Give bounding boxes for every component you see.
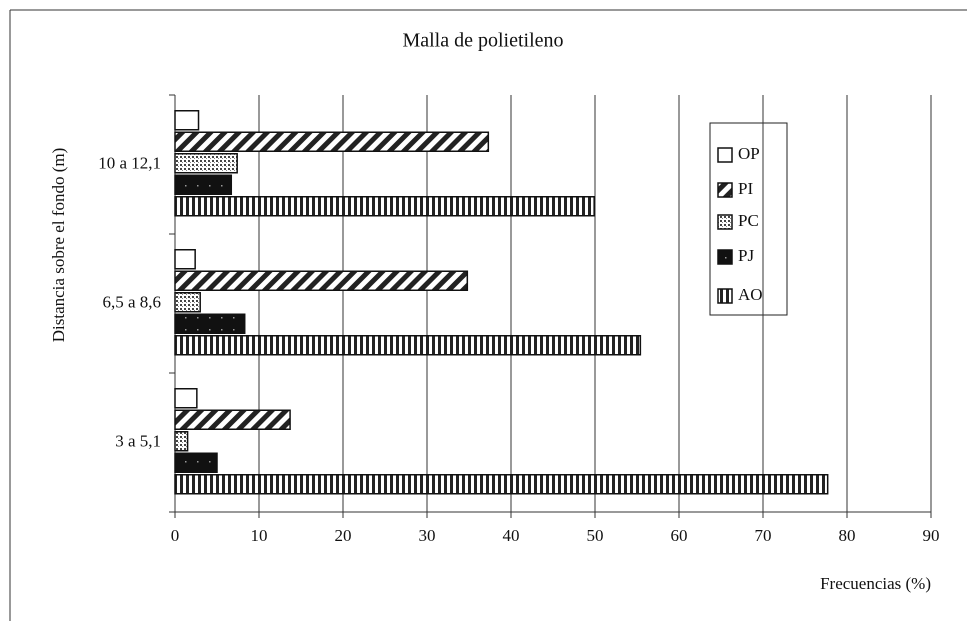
x-tick-label: 20 bbox=[335, 526, 352, 545]
x-tick-label: 70 bbox=[755, 526, 772, 545]
x-axis-label: Frecuencias (%) bbox=[820, 574, 931, 593]
x-tick-label: 0 bbox=[171, 526, 180, 545]
bar bbox=[174, 153, 238, 174]
y-tick-label: 3 a 5,1 bbox=[115, 431, 161, 450]
legend-label: OP bbox=[738, 144, 760, 163]
chart-title: Malla de polietileno bbox=[402, 30, 563, 52]
legend-swatch bbox=[717, 182, 733, 198]
x-tick-label: 80 bbox=[839, 526, 856, 545]
x-tick-label: 50 bbox=[587, 526, 604, 545]
legend-swatch bbox=[717, 147, 733, 163]
bar bbox=[174, 270, 469, 291]
legend-label: PC bbox=[738, 211, 759, 230]
x-tick-label: 40 bbox=[503, 526, 520, 545]
legend-label: AO bbox=[738, 285, 763, 304]
x-tick-label: 60 bbox=[671, 526, 688, 545]
bar bbox=[174, 249, 196, 270]
bar bbox=[174, 388, 198, 409]
legend-label: PI bbox=[738, 179, 753, 198]
y-axis-label: Distancia sobre el fondo (m) bbox=[49, 148, 68, 343]
bar bbox=[174, 452, 218, 473]
bar bbox=[174, 292, 201, 313]
bar bbox=[174, 174, 233, 195]
bar bbox=[174, 313, 246, 334]
bar bbox=[174, 474, 829, 495]
x-tick-label: 90 bbox=[923, 526, 940, 545]
bar bbox=[174, 110, 200, 131]
bar bbox=[174, 335, 642, 356]
legend-swatch bbox=[717, 249, 733, 265]
y-tick-label: 10 a 12,1 bbox=[98, 153, 161, 172]
bar bbox=[174, 196, 595, 217]
legend-swatch bbox=[717, 288, 733, 304]
bar bbox=[174, 131, 490, 152]
legend-label: PJ bbox=[738, 246, 754, 265]
y-tick-label: 6,5 a 8,6 bbox=[102, 292, 161, 311]
legend-swatch bbox=[717, 214, 733, 230]
x-tick-label: 30 bbox=[419, 526, 436, 545]
bar bbox=[174, 431, 189, 452]
x-tick-label: 10 bbox=[251, 526, 268, 545]
bar bbox=[174, 409, 291, 430]
